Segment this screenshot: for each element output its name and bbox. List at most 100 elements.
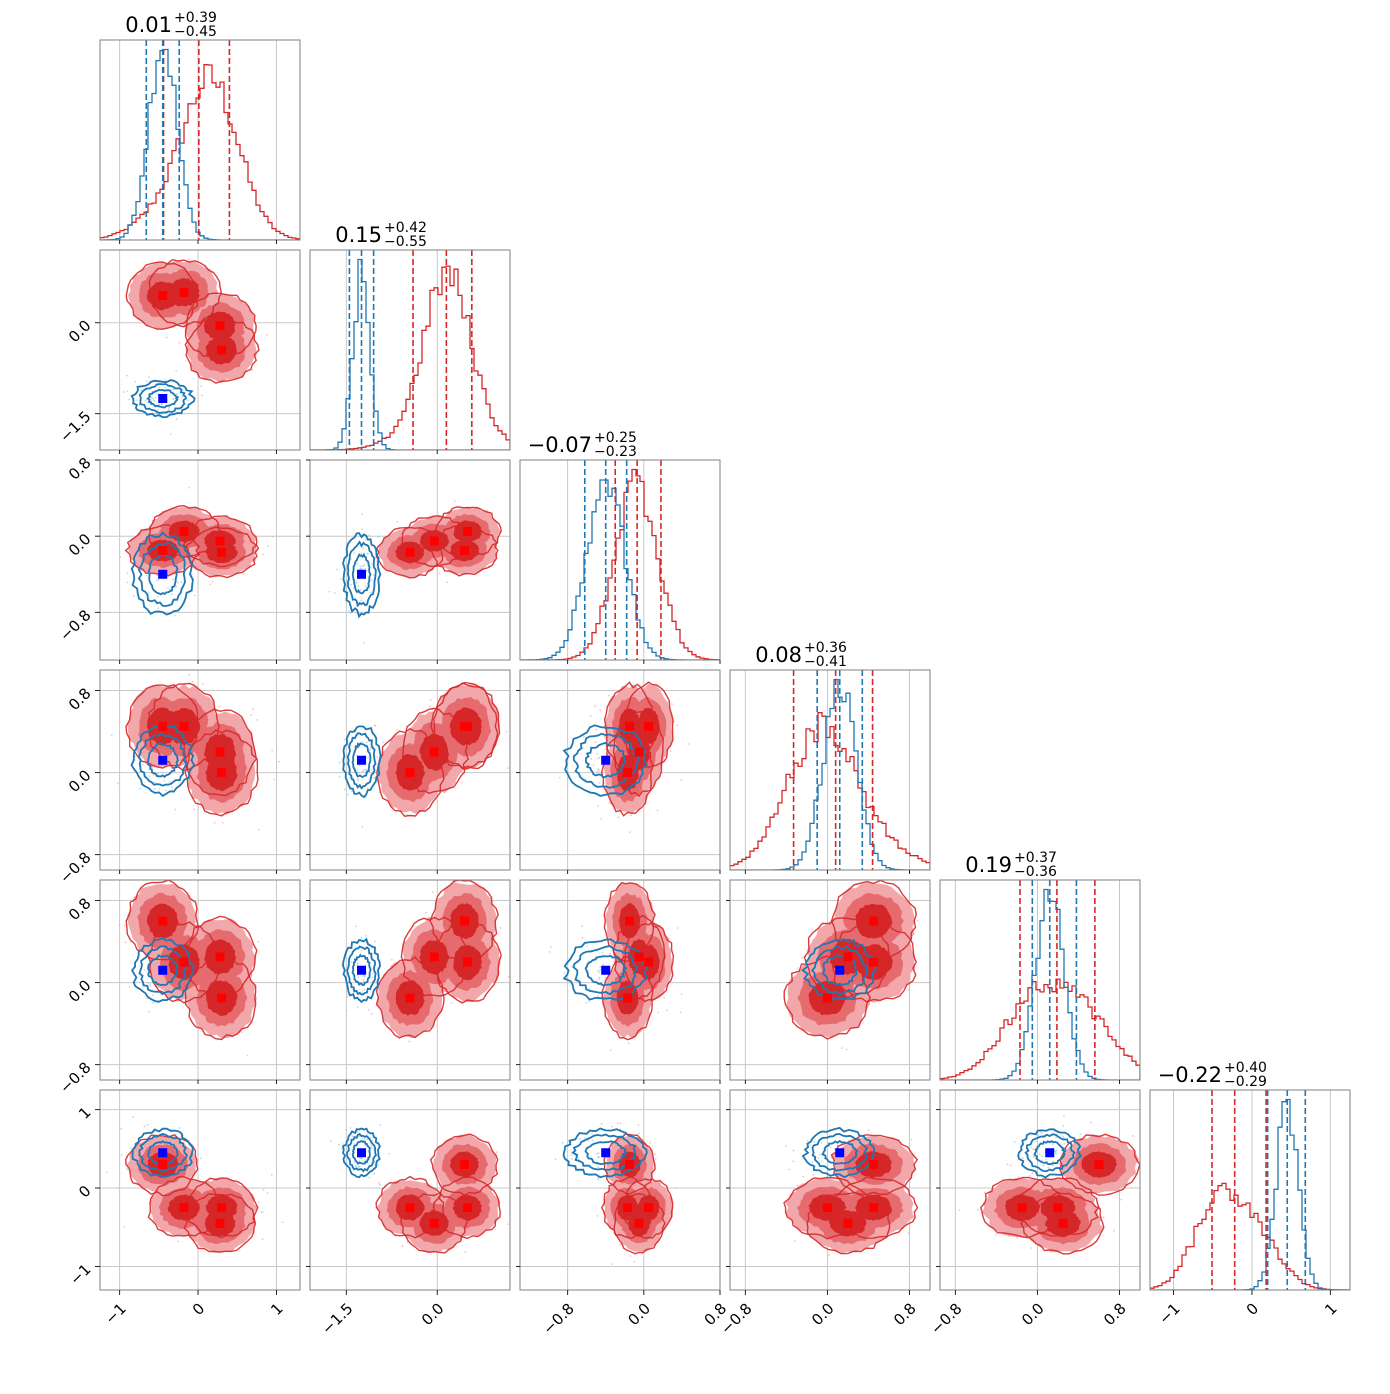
sample-point-b (1062, 1135, 1064, 1138)
sample-point-a (241, 1031, 243, 1034)
sample-point-b (1030, 1146, 1033, 1149)
sample-point-b (158, 386, 161, 389)
sample-point-b (1063, 1143, 1066, 1145)
sample-point-a (619, 1243, 622, 1246)
sample-point-b (126, 572, 129, 575)
truth-marker-a (463, 721, 473, 731)
sample-point-b (356, 1006, 359, 1008)
sample-point-b (187, 399, 189, 402)
sample-point-b (175, 393, 178, 395)
sample-point-b (817, 1157, 820, 1160)
truth-marker-a (215, 1218, 225, 1228)
sample-point-b (344, 1128, 347, 1131)
sample-point-b (368, 1176, 370, 1179)
contour-level-b-0 (147, 1140, 179, 1165)
sample-point-a (994, 1233, 997, 1236)
sample-point-b (172, 578, 175, 581)
contour-level-b-2 (130, 379, 196, 419)
sample-point-a (262, 1188, 265, 1191)
sample-point-a (213, 821, 216, 824)
sample-point-b (372, 573, 375, 576)
sample-point-b (581, 925, 584, 928)
contour-outline-a (429, 880, 499, 963)
contour-level-b-2 (131, 1127, 194, 1178)
contour-outline-a (184, 729, 259, 817)
sample-point-b (358, 771, 360, 774)
sample-point-a (608, 694, 610, 697)
sample-point-b (600, 1123, 603, 1125)
sample-point-b (370, 579, 373, 581)
truth-marker-a (869, 1160, 879, 1170)
contour-level-b-1 (346, 540, 377, 608)
histogram-series-a (940, 978, 1140, 1080)
sample-point-a (278, 760, 281, 763)
contour-level-b-0 (146, 388, 180, 409)
contour-outline-a (125, 684, 201, 769)
sample-point-a (123, 1225, 125, 1228)
truth-marker-b (158, 965, 168, 975)
sample-point-a (666, 1009, 668, 1012)
sample-point-b (377, 1164, 380, 1167)
sample-point-a (250, 714, 253, 717)
truth-marker-a (463, 1203, 473, 1213)
sample-point-b (351, 1135, 354, 1138)
sample-point-a (884, 877, 886, 879)
sample-point-b (813, 1141, 815, 1143)
sample-point-b (370, 563, 373, 565)
sample-point-b (1047, 1166, 1050, 1169)
sample-point-b (372, 972, 374, 975)
sample-point-a (1103, 1225, 1106, 1228)
sample-point-b (360, 567, 363, 570)
panel-frame-1-0 (99, 249, 301, 451)
sample-point-a (123, 924, 126, 927)
sample-point-b (604, 782, 607, 785)
sample-point-b (363, 641, 366, 644)
sample-point-b (596, 770, 599, 773)
sample-point-b (570, 1154, 573, 1156)
histogram-series-a (730, 712, 930, 870)
truth-marker-a (463, 957, 473, 967)
sample-point-b (597, 994, 599, 997)
sample-point-b (376, 756, 379, 758)
panel-frame-2-1 (309, 459, 511, 661)
sample-point-b (353, 1161, 356, 1164)
sample-point-b (147, 982, 150, 984)
sample-point-b (349, 776, 351, 779)
truth-marker-a (215, 952, 225, 962)
truth-marker-a (869, 957, 879, 967)
histogram-panel-3 (730, 670, 930, 870)
sample-point-a (401, 1245, 404, 1247)
contour-outline-a (830, 1134, 919, 1196)
sample-point-a (1102, 1216, 1105, 1219)
sample-point-b (197, 1152, 200, 1155)
sample-point-b (160, 994, 163, 996)
sample-point-b (619, 1122, 622, 1125)
sample-point-b (175, 585, 178, 588)
sample-point-a (506, 767, 509, 769)
sample-point-a (958, 1209, 961, 1212)
contour-outline-a (1020, 1192, 1105, 1255)
sample-point-b (363, 974, 366, 977)
sample-point-a (1142, 1132, 1144, 1134)
sample-point-a (596, 1215, 599, 1217)
sample-point-a (271, 535, 274, 538)
sample-point-b (368, 749, 371, 751)
sample-point-b (377, 535, 380, 538)
x-tick-label-2: 0.0 (624, 1300, 654, 1330)
histogram-series-b (310, 258, 510, 450)
sample-point-b (336, 568, 339, 571)
panel-frame-3-0 (99, 669, 301, 871)
contour-level-b-2 (131, 937, 195, 1003)
sample-point-b (360, 949, 363, 952)
panel-title-minus-3: −0.41 (804, 654, 847, 670)
truth-marker-a (625, 721, 635, 731)
sample-point-b (360, 1157, 363, 1160)
truth-marker-a (158, 916, 168, 926)
sample-point-a (589, 714, 592, 717)
sample-point-b (168, 406, 171, 408)
sample-point-b (350, 583, 353, 586)
panel-title-plus-1: +0.42 (384, 220, 427, 236)
panel-title-minus-5: −0.29 (1224, 1074, 1267, 1090)
sample-point-b (1052, 1164, 1055, 1167)
contour-outline-a (375, 1175, 445, 1239)
